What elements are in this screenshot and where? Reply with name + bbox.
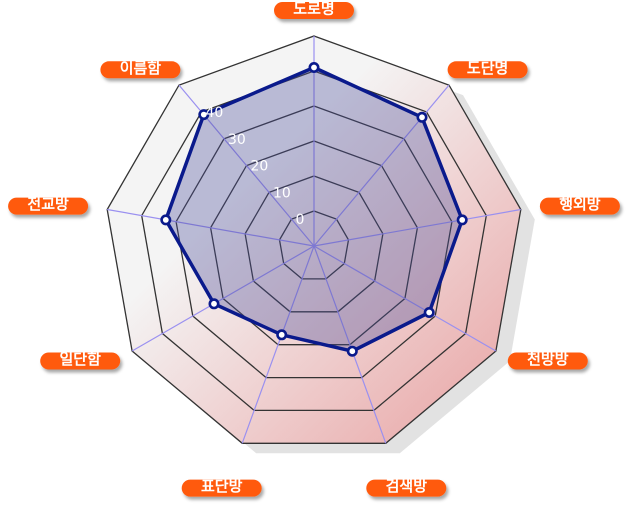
radial-tick-30: 30 [228, 132, 246, 148]
grid-ring-10 [244, 175, 384, 313]
category-label-text: 전교방 [27, 195, 69, 213]
data-point-6 [208, 298, 220, 310]
series-area [164, 65, 464, 353]
spoke-1 [313, 84, 450, 247]
spoke-2 [313, 208, 521, 247]
category-label-text: 이름함 [120, 59, 162, 77]
category-label-2: 행외방 [539, 195, 620, 215]
category-label-3: 천방방 [507, 350, 588, 370]
grid-ring-50 [106, 35, 522, 444]
series [160, 61, 468, 357]
category-label-text: 도로명 [293, 0, 334, 18]
category-label-bg [100, 61, 181, 79]
category-label-0: 도로명 [274, 0, 354, 19]
data-point-4 [346, 345, 358, 357]
category-label-bg [447, 61, 528, 79]
category-label-bg [274, 2, 354, 19]
radial-tick-20: 20 [251, 159, 269, 175]
category-label-bg [8, 197, 89, 215]
radial-grid [106, 35, 522, 444]
data-point-8 [198, 109, 210, 121]
spoke-3 [313, 245, 497, 352]
data-point-3 [423, 306, 435, 318]
category-label-text: 천방방 [527, 350, 569, 368]
category-label-bg [40, 352, 121, 370]
spoke-6 [131, 245, 315, 352]
radial-tick-10: 10 [273, 185, 291, 201]
grid-ring-40 [141, 70, 487, 412]
category-label-text: 표단방 [201, 477, 243, 495]
category-label-5: 표단방 [181, 477, 262, 497]
category-label-text: 일단함 [59, 350, 101, 368]
data-point-7 [160, 214, 172, 226]
category-label-bg [507, 352, 588, 370]
radial-tick-0: 0 [296, 212, 305, 228]
category-label-8: 이름함 [100, 59, 181, 79]
category-label-bg [366, 479, 447, 497]
data-point-0 [308, 61, 320, 73]
category-label-text: 행외방 [559, 195, 601, 213]
category-label-7: 전교방 [8, 195, 89, 215]
grid-ring-0 [278, 210, 350, 280]
category-label-bg [181, 479, 262, 497]
data-point-5 [276, 329, 288, 341]
category-label-bg [539, 197, 620, 215]
data-point-1 [416, 111, 428, 123]
category-label-6: 일단함 [40, 350, 121, 370]
spoke-4 [313, 245, 387, 444]
data-point-2 [456, 214, 468, 226]
category-label-text: 검색방 [386, 477, 428, 495]
grid-ring-30 [175, 105, 453, 379]
grid-ring-20 [209, 140, 419, 346]
category-label-4: 검색방 [366, 477, 447, 497]
category-label-1: 도단명 [447, 59, 528, 79]
spoke-7 [107, 208, 315, 247]
spoke-5 [241, 245, 315, 444]
radial-tick-40: 40 [206, 105, 224, 121]
category-label-text: 도단명 [467, 59, 508, 77]
